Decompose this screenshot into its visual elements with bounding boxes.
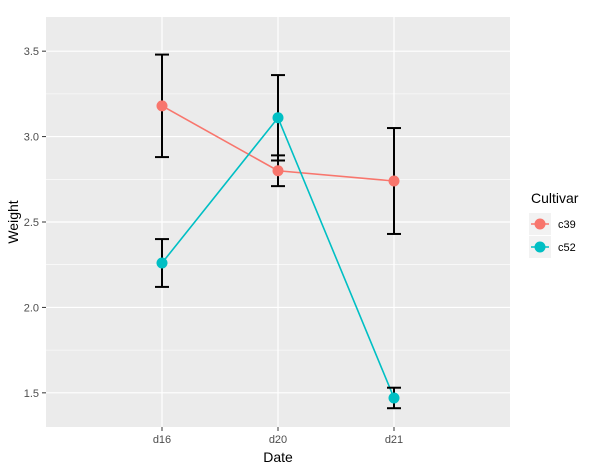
y-tick-label: 2.0	[24, 302, 39, 314]
legend-item-c39: c39	[529, 213, 576, 235]
legend-item-c52: c52	[529, 236, 576, 258]
legend-label: c39	[558, 219, 576, 231]
y-tick-label: 3.0	[24, 132, 39, 144]
legend-title: Cultivar	[531, 190, 579, 206]
point-c39-d20	[272, 165, 284, 177]
point-c52-d20	[272, 112, 284, 124]
x-tick-label: d20	[269, 434, 287, 446]
point-c52-d16	[156, 257, 168, 269]
y-tick-label: 2.5	[24, 217, 39, 229]
legend-key-point	[534, 218, 546, 230]
y-tick-label: 1.5	[24, 388, 39, 400]
legend: Cultivar c39 c52	[529, 190, 579, 258]
y-axis-title: Weight	[5, 200, 21, 243]
x-tick-label: d16	[153, 434, 171, 446]
x-axis-ticks: d16 d20 d21	[153, 427, 403, 446]
point-c39-d21	[388, 175, 400, 187]
legend-key-point	[534, 241, 546, 253]
y-tick-label: 3.5	[24, 46, 39, 58]
points	[156, 100, 400, 404]
point-c39-d16	[156, 100, 168, 112]
point-c52-d21	[388, 392, 400, 404]
x-tick-label: d21	[385, 434, 403, 446]
watermark: 知乎 @syf写字的地方	[420, 430, 564, 447]
x-axis-title: Date	[263, 449, 293, 464]
legend-label: c52	[558, 242, 576, 254]
legend-items: c39 c52	[529, 213, 576, 258]
y-axis-ticks: 1.5 2.0 2.5 3.0 3.5	[24, 46, 46, 400]
